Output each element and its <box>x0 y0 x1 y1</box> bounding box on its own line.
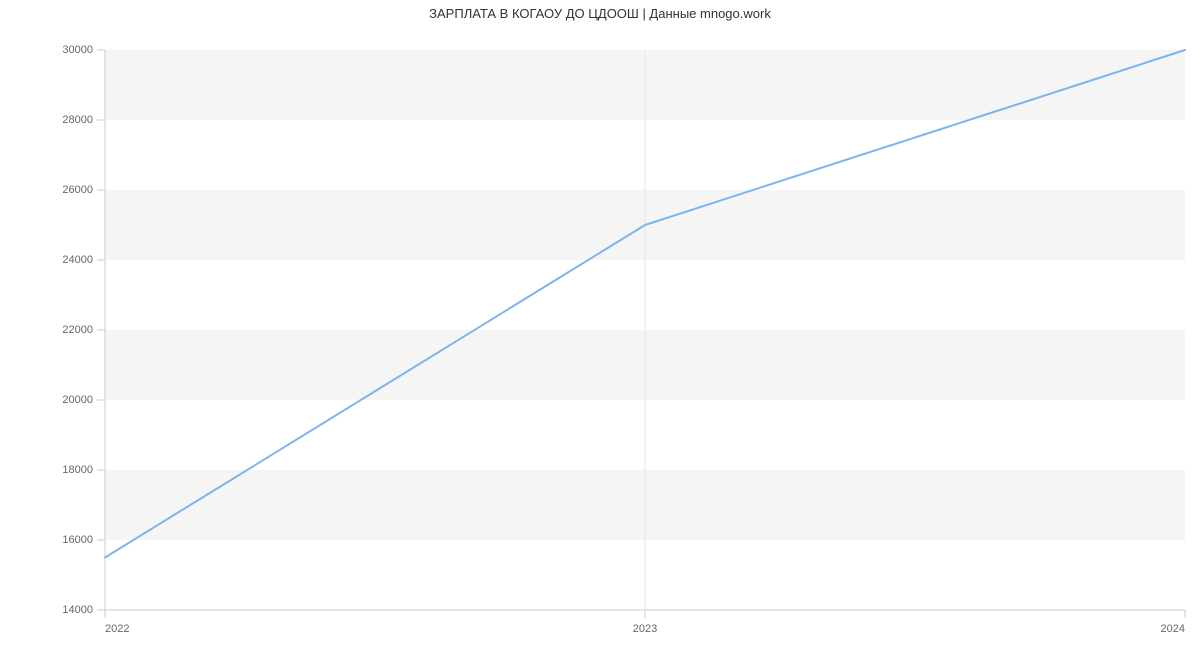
y-tick-label: 24000 <box>62 254 93 266</box>
y-tick-label: 20000 <box>62 394 93 406</box>
chart-title: ЗАРПЛАТА В КОГАОУ ДО ЦДООШ | Данные mnog… <box>0 6 1200 21</box>
x-tick-label: 2023 <box>633 623 657 635</box>
y-tick-label: 28000 <box>62 114 93 126</box>
y-tick-label: 16000 <box>62 534 93 546</box>
chart-canvas: 14000 16000 18000 20000 22000 24000 26000 28000… <box>0 0 1200 650</box>
y-tick-label: 30000 <box>62 44 93 56</box>
y-tick-label: 18000 <box>62 464 93 476</box>
y-tick-label: 26000 <box>62 184 93 196</box>
salary-line-chart: ЗАРПЛАТА В КОГАОУ ДО ЦДООШ | Данные mnog… <box>0 0 1200 650</box>
x-tick-label: 2022 <box>105 623 129 635</box>
y-tick-label: 22000 <box>62 324 93 336</box>
x-tick-label: 2024 <box>1161 623 1185 635</box>
y-tick-label: 14000 <box>62 604 93 616</box>
